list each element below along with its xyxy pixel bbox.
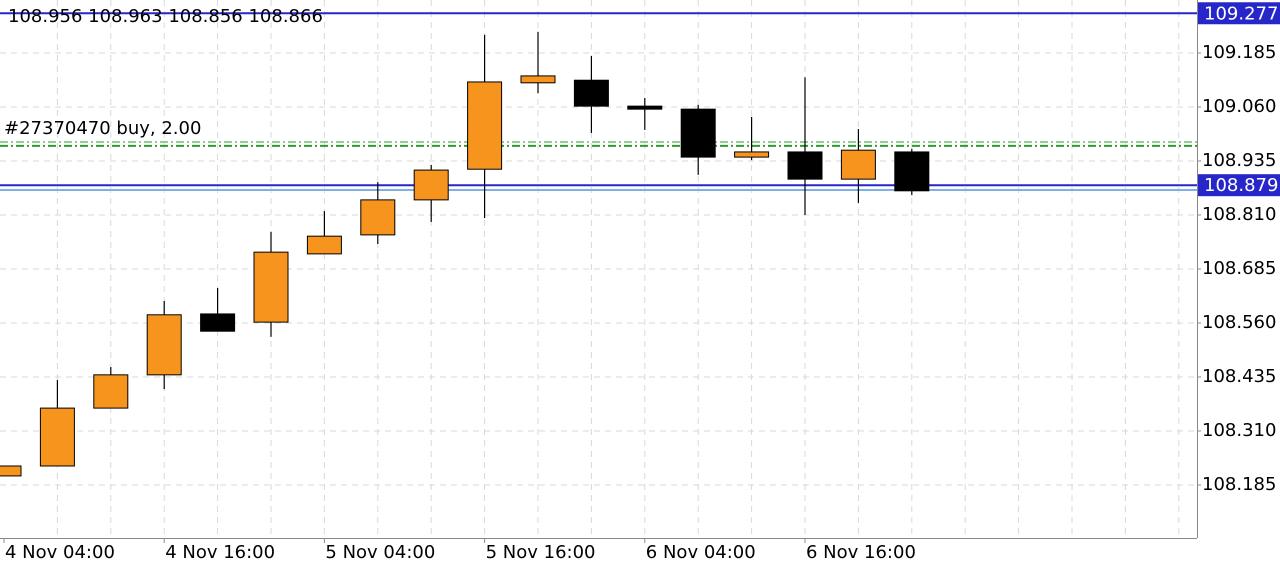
price-box-label: 109.277	[1204, 3, 1278, 24]
price-box-label: 108.879	[1204, 175, 1278, 196]
x-tick-label: 6 Nov 04:00	[646, 542, 756, 563]
x-tick-label: 4 Nov 16:00	[165, 542, 275, 563]
body	[360, 199, 396, 236]
body	[627, 105, 663, 110]
price-box	[1198, 174, 1280, 197]
body	[734, 151, 770, 158]
axes: 108.185 108.310 108.435 108.560 108.685 108.8…	[3, 42, 1276, 563]
body	[894, 151, 930, 192]
ohlc-label: 108.956 108.963 108.856 108.866	[8, 6, 323, 27]
body	[467, 81, 503, 170]
body	[306, 235, 342, 255]
y-tick-label: 108.435	[1202, 366, 1276, 387]
y-tick-label: 108.685	[1202, 258, 1276, 279]
body	[413, 169, 449, 201]
y-tick-label: 108.560	[1202, 312, 1276, 333]
x-tick-label: 5 Nov 04:00	[325, 542, 435, 563]
x-tick-label: 5 Nov 16:00	[486, 542, 596, 563]
body	[680, 108, 716, 158]
body	[200, 313, 236, 332]
body	[520, 75, 556, 84]
order-label: #27370470 buy, 2.00	[4, 118, 201, 139]
body	[573, 79, 609, 107]
y-tick-label: 108.185	[1202, 474, 1276, 495]
candles	[0, 31, 930, 477]
body	[93, 374, 129, 409]
body	[253, 251, 289, 323]
y-tick-label: 109.060	[1202, 96, 1276, 117]
x-tick-label: 6 Nov 16:00	[806, 542, 916, 563]
price-boxes: 109.277 108.879	[1198, 2, 1280, 197]
grid	[0, 0, 1197, 538]
y-tick-label: 108.310	[1202, 420, 1276, 441]
body	[787, 151, 823, 180]
y-tick-label: 108.810	[1202, 204, 1276, 225]
body	[0, 465, 22, 477]
body	[39, 407, 75, 467]
body	[146, 314, 182, 376]
y-tick-label: 108.935	[1202, 150, 1276, 171]
price-box	[1198, 2, 1280, 25]
y-tick-label: 109.185	[1202, 42, 1276, 63]
levels	[0, 12, 1197, 191]
x-tick-label: 4 Nov 04:00	[5, 542, 115, 563]
body	[840, 149, 876, 180]
